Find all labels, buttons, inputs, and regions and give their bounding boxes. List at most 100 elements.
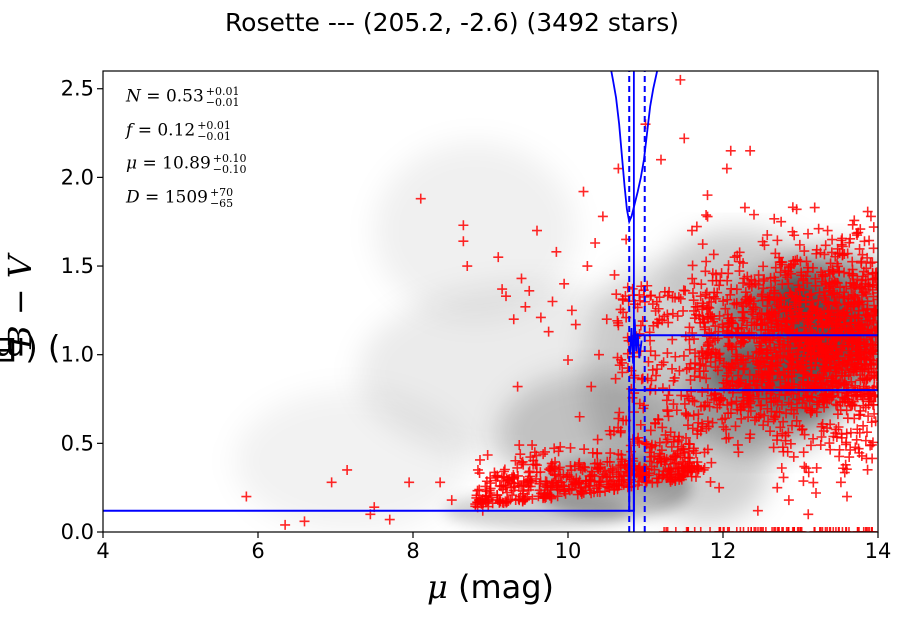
data-point <box>834 451 845 462</box>
data-point <box>760 527 771 532</box>
data-point <box>870 391 878 402</box>
data-point <box>851 366 862 377</box>
data-point <box>862 319 873 330</box>
data-point <box>675 293 686 304</box>
data-point <box>558 469 569 480</box>
data-point <box>774 339 785 350</box>
data-point <box>647 364 658 375</box>
data-point <box>654 469 665 480</box>
data-point <box>851 349 862 360</box>
data-point <box>775 422 786 433</box>
annotation-d-value: 1509 <box>164 187 208 208</box>
data-point <box>672 445 683 456</box>
data-point <box>864 527 875 532</box>
data-point <box>774 301 785 312</box>
data-point <box>678 305 689 316</box>
data-point <box>777 324 788 335</box>
data-point <box>857 364 868 375</box>
fit-model <box>103 71 878 532</box>
data-point <box>617 367 628 378</box>
data-point <box>839 267 850 278</box>
data-point <box>578 487 589 498</box>
data-point <box>725 408 736 419</box>
data-point <box>483 494 494 505</box>
annotation-n-value: 0.53 <box>165 86 204 107</box>
data-point <box>815 342 826 353</box>
data-point <box>769 411 780 422</box>
data-point <box>732 250 743 261</box>
data-point <box>866 417 877 428</box>
data-point <box>811 397 822 408</box>
data-point <box>845 318 856 329</box>
annotation-d-upper: +70 <box>209 186 234 199</box>
data-point <box>702 190 713 201</box>
data-point <box>832 300 843 311</box>
data-point <box>793 314 804 325</box>
data-point <box>814 527 825 532</box>
data-point <box>543 326 554 337</box>
data-point <box>868 399 878 410</box>
data-point <box>806 348 817 359</box>
data-point <box>823 298 834 309</box>
data-point <box>762 301 773 312</box>
data-point <box>844 322 855 333</box>
data-point <box>799 368 810 379</box>
data-point <box>681 432 692 443</box>
data-point <box>578 186 589 197</box>
data-point <box>695 527 706 532</box>
data-point <box>768 442 779 453</box>
data-point <box>553 464 564 475</box>
y-tick-label: 1.0 <box>61 343 94 367</box>
data-point <box>535 467 546 478</box>
data-point <box>772 527 783 532</box>
data-point <box>731 299 742 310</box>
data-point <box>724 527 735 532</box>
data-point <box>861 427 872 438</box>
data-point <box>852 424 863 435</box>
data-point <box>862 303 873 314</box>
data-point <box>512 381 523 392</box>
data-point <box>725 145 736 156</box>
data-point <box>703 302 714 313</box>
data-point <box>592 462 603 473</box>
data-point <box>782 350 793 361</box>
data-point <box>774 367 785 378</box>
data-point <box>582 261 593 272</box>
data-point <box>704 336 715 347</box>
data-point <box>678 350 689 361</box>
data-point <box>754 357 765 368</box>
data-point <box>700 289 711 300</box>
data-point <box>384 514 395 525</box>
data-point <box>853 309 864 320</box>
data-point <box>825 285 836 296</box>
data-point <box>731 527 742 532</box>
data-point <box>785 438 796 449</box>
data-point <box>695 401 706 412</box>
data-point <box>803 228 814 239</box>
data-point <box>516 273 527 284</box>
data-point <box>622 348 633 359</box>
annotation-mu-value: 10.89 <box>162 153 211 174</box>
data-point <box>657 315 668 326</box>
annotation-mu-upper: +0.10 <box>212 152 247 165</box>
data-point <box>611 469 622 480</box>
data-point <box>813 295 824 306</box>
data-point <box>758 420 769 431</box>
data-point <box>856 275 867 286</box>
data-point <box>802 315 813 326</box>
data-point <box>535 312 546 323</box>
data-point <box>497 484 508 495</box>
data-point <box>738 527 749 532</box>
data-point <box>497 284 508 295</box>
data-point <box>404 477 415 488</box>
data-point <box>689 278 700 289</box>
data-point <box>807 405 818 416</box>
annotation-mu: μ = 10.89 +0.10 −0.10 <box>126 152 247 176</box>
data-point <box>761 393 772 404</box>
data-point <box>718 421 729 432</box>
data-point <box>825 258 836 269</box>
data-point <box>831 424 842 435</box>
data-point <box>849 280 860 291</box>
data-point <box>695 291 706 302</box>
